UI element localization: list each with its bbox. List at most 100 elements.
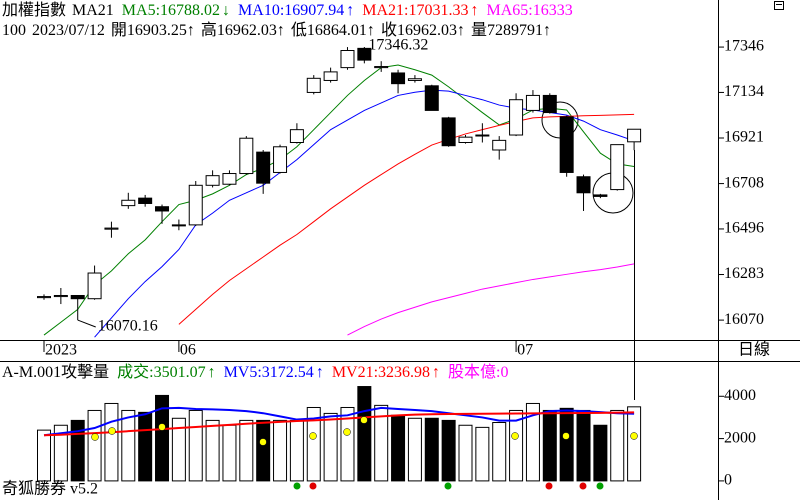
candle-body [627, 128, 642, 143]
info-item: 100 [2, 22, 26, 39]
info-item: 開16903.25↑ [111, 22, 195, 39]
signal-dot [630, 432, 638, 440]
volume-plot [37, 386, 642, 482]
x-tick-label: 06 [180, 342, 196, 359]
candle-body [222, 173, 237, 185]
signal-dot [360, 416, 368, 424]
volume-bar [104, 402, 119, 482]
volume-bar [340, 406, 355, 482]
header-line: 加權指數 MA21 MA5:16788.02 ↓ MA10:16907.94 ↑ MA21:… [2, 1, 573, 19]
volume-bar [441, 419, 456, 482]
y-tick-label: 16496 [724, 220, 764, 237]
legend-trend: ↑ [316, 364, 324, 381]
volume-bar [121, 409, 136, 482]
signal-dot [293, 482, 301, 490]
footer: 奇狐勝券 v5.2 [2, 480, 98, 498]
volume-bar [171, 417, 186, 482]
candle-body [458, 136, 473, 144]
min-annotation: 16070.16 [98, 318, 158, 335]
candle-body [374, 66, 389, 69]
signal-dot [108, 427, 116, 435]
max-annotation: 17346.32 [368, 37, 428, 54]
candle-body [525, 94, 540, 111]
info-line: 100 2023/07/12 開16903.25↑ 高16962.03↑ 低16864.… [2, 21, 551, 39]
candle-body [37, 296, 51, 299]
y-tick-label: 0 [724, 472, 732, 489]
candle-body [273, 146, 288, 173]
window-icon[interactable] [774, 1, 784, 10]
volume-header: A-M.001攻擊量 成交:3501.07 ↑ MV5:3172.54 ↑ MV21:32… [2, 363, 509, 381]
signal-dot [259, 438, 267, 446]
volume-bar [273, 419, 288, 482]
signal-dot [309, 482, 317, 490]
signal-dot [562, 432, 570, 440]
legend-entry: 股本億:0 [448, 363, 508, 381]
legend-trend: ↑ [208, 364, 216, 381]
candle-body [323, 71, 338, 81]
y-tick-label: 2000 [724, 429, 756, 446]
candle-body [188, 184, 203, 226]
y-tick-label: 16070 [724, 311, 764, 328]
signal-dot [596, 482, 604, 490]
info-item: 2023/07/12 [32, 22, 105, 39]
candle-body [70, 294, 85, 300]
volume-bar [53, 424, 68, 482]
volume-bar [458, 424, 473, 482]
candle-body [87, 272, 102, 300]
volume-bar [239, 419, 254, 482]
y-tick-label: 16283 [724, 265, 764, 282]
volume-bar [475, 426, 490, 482]
signal-dot [511, 432, 519, 440]
volume-bar [391, 414, 406, 482]
legend-entry: MA10:16907.94 [238, 2, 344, 19]
legend-trend: ↓ [222, 2, 230, 19]
ma-line [178, 113, 635, 325]
mv-line [43, 406, 635, 437]
candle-body [306, 77, 321, 93]
volume-bar [374, 404, 389, 482]
candle-body [357, 47, 372, 61]
volume-bar [222, 424, 237, 482]
info-item: 高16962.03↑ [201, 21, 285, 39]
legend-entry: MV21:3236.98 [332, 364, 430, 381]
y-tick-label: 4000 [724, 387, 756, 404]
legend-entry: 成交:3501.07 [117, 363, 205, 381]
candle-body [256, 151, 271, 184]
legend-entry: MA65:16333 [487, 2, 573, 19]
info-item: 量7289791↑ [471, 22, 551, 39]
volume-bar [37, 429, 51, 482]
volume-bar [205, 419, 220, 482]
signal-dot [343, 428, 351, 436]
indicator: MA21 [72, 2, 114, 19]
candle-body [559, 116, 574, 173]
candle-body [391, 72, 406, 85]
y-tick-label: 17346 [724, 38, 764, 55]
signal-dot [158, 423, 166, 431]
legend-entry: MA21:17031.33 [362, 2, 468, 19]
candle-body [542, 94, 557, 114]
signal-dots [91, 416, 638, 490]
title: 加權指數 [2, 1, 66, 19]
period-label: 日線 [738, 341, 770, 359]
mv-line [43, 411, 635, 437]
candle-body [121, 199, 136, 207]
candle-body [576, 176, 591, 194]
volume-bar [525, 402, 540, 482]
ma-line [347, 263, 635, 336]
legend-trend: ↑ [471, 2, 479, 19]
header-bg [0, 0, 718, 20]
volume-bar [289, 419, 304, 482]
annotation-leader [77, 319, 96, 328]
candle-body [509, 99, 524, 136]
volume-bar [492, 422, 507, 482]
candle-body [53, 294, 68, 298]
candle-body [492, 139, 507, 151]
volume-bar [576, 409, 591, 482]
price-plot [37, 47, 642, 338]
candle-body [407, 78, 422, 81]
volume-bar [323, 412, 338, 482]
legend-entry: MV5:3172.54 [224, 364, 314, 381]
x-tick-label: 07 [517, 342, 533, 359]
